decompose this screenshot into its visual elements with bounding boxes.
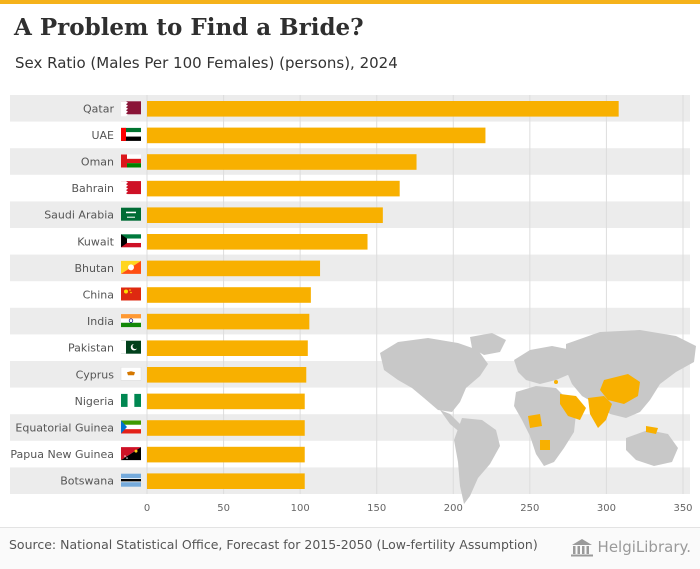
bar: [147, 207, 383, 223]
qatar-flag-icon: [121, 101, 141, 117]
saudi-arabia-flag-icon: [121, 207, 141, 221]
category-label: Kuwait: [77, 235, 114, 248]
bar: [147, 473, 305, 489]
chart-title: A Problem to Find a Bride?: [14, 14, 364, 41]
map-europe: [514, 346, 578, 384]
x-tick-label: 0: [144, 503, 150, 514]
category-label: Bhutan: [74, 262, 114, 275]
library-building-icon: [570, 539, 593, 557]
x-tick-label: 300: [597, 503, 616, 514]
category-label: Bahrain: [71, 182, 114, 195]
map-china: [600, 374, 640, 404]
category-label: Pakistan: [68, 342, 114, 355]
x-tick-label: 150: [367, 503, 386, 514]
brand-name: HelgiLibrary.: [597, 538, 691, 556]
x-tick-label: 100: [291, 503, 310, 514]
uae-flag-icon: [121, 127, 141, 141]
x-tick-label: 50: [217, 503, 230, 514]
bar: [147, 340, 308, 356]
bar: [147, 234, 368, 250]
world-map-icon: [380, 330, 696, 504]
nigeria-flag-icon: [121, 393, 141, 407]
category-label: China: [83, 289, 114, 302]
china-flag-icon: [121, 287, 141, 301]
map-africa: [514, 386, 576, 466]
bar: [147, 420, 305, 436]
bars: [147, 101, 619, 489]
category-label: India: [87, 315, 114, 328]
flag-icons: [120, 101, 142, 487]
map-nigeria: [528, 414, 542, 428]
papua-new-guinea-flag-icon: [121, 447, 141, 461]
bar: [147, 446, 305, 463]
top-accent-bar: [0, 0, 700, 4]
chart-subtitle: Sex Ratio (Males Per 100 Females) (perso…: [15, 54, 398, 72]
map-papua-new-guinea: [646, 426, 658, 434]
map-cyprus: [554, 380, 558, 384]
category-label: Botswana: [60, 475, 114, 488]
category-label: Oman: [81, 156, 114, 169]
category-label: Saudi Arabia: [44, 209, 114, 222]
bar: [147, 127, 486, 144]
bar-chart: Qatar UAE Oman Bahrain Saudi Arabia Kuwait Bhu…: [10, 95, 696, 514]
bar: [147, 313, 310, 330]
x-axis-ticks: 0 50 100 150 200 250 300 350: [144, 503, 693, 514]
bhutan-flag-icon: [121, 260, 141, 274]
brand-logo: HelgiLibrary.: [570, 534, 691, 560]
x-tick-label: 200: [444, 503, 463, 514]
category-label: Equatorial Guinea: [15, 422, 114, 435]
map-botswana: [540, 440, 550, 450]
map-north-america: [380, 338, 488, 412]
x-tick-label: 350: [673, 503, 692, 514]
bar: [147, 180, 400, 197]
equatorial-guinea-flag-icon: [121, 420, 141, 434]
bar: [147, 101, 619, 117]
category-labels: Qatar UAE Oman Bahrain Saudi Arabia Kuwait Bhu…: [10, 102, 114, 487]
bar: [147, 260, 321, 277]
category-label: Papua New Guinea: [10, 448, 114, 461]
map-arabian-peninsula: [560, 394, 586, 420]
botswana-flag-icon: [121, 473, 141, 487]
india-flag-icon: [121, 314, 141, 328]
category-label: Nigeria: [75, 395, 114, 408]
category-label: UAE: [91, 129, 114, 142]
map-greenland: [470, 333, 506, 355]
category-label: Qatar: [83, 102, 114, 115]
cyprus-flag-icon: [120, 367, 142, 381]
bahrain-flag-icon: [121, 181, 141, 197]
map-asia: [566, 330, 696, 418]
bar: [147, 154, 417, 170]
bar: [147, 393, 305, 410]
kuwait-flag-icon: [121, 234, 141, 248]
bar: [147, 287, 311, 303]
source-note: Source: National Statistical Office, For…: [9, 537, 538, 552]
footer: Source: National Statistical Office, For…: [0, 527, 700, 569]
oman-flag-icon: [121, 154, 141, 168]
category-label: Cyprus: [76, 368, 115, 381]
bar: [147, 367, 307, 383]
map-south-america: [454, 418, 500, 504]
pakistan-flag-icon: [121, 340, 141, 354]
x-tick-label: 250: [520, 503, 539, 514]
map-australia: [626, 430, 678, 466]
map-south-asia: [588, 396, 612, 428]
